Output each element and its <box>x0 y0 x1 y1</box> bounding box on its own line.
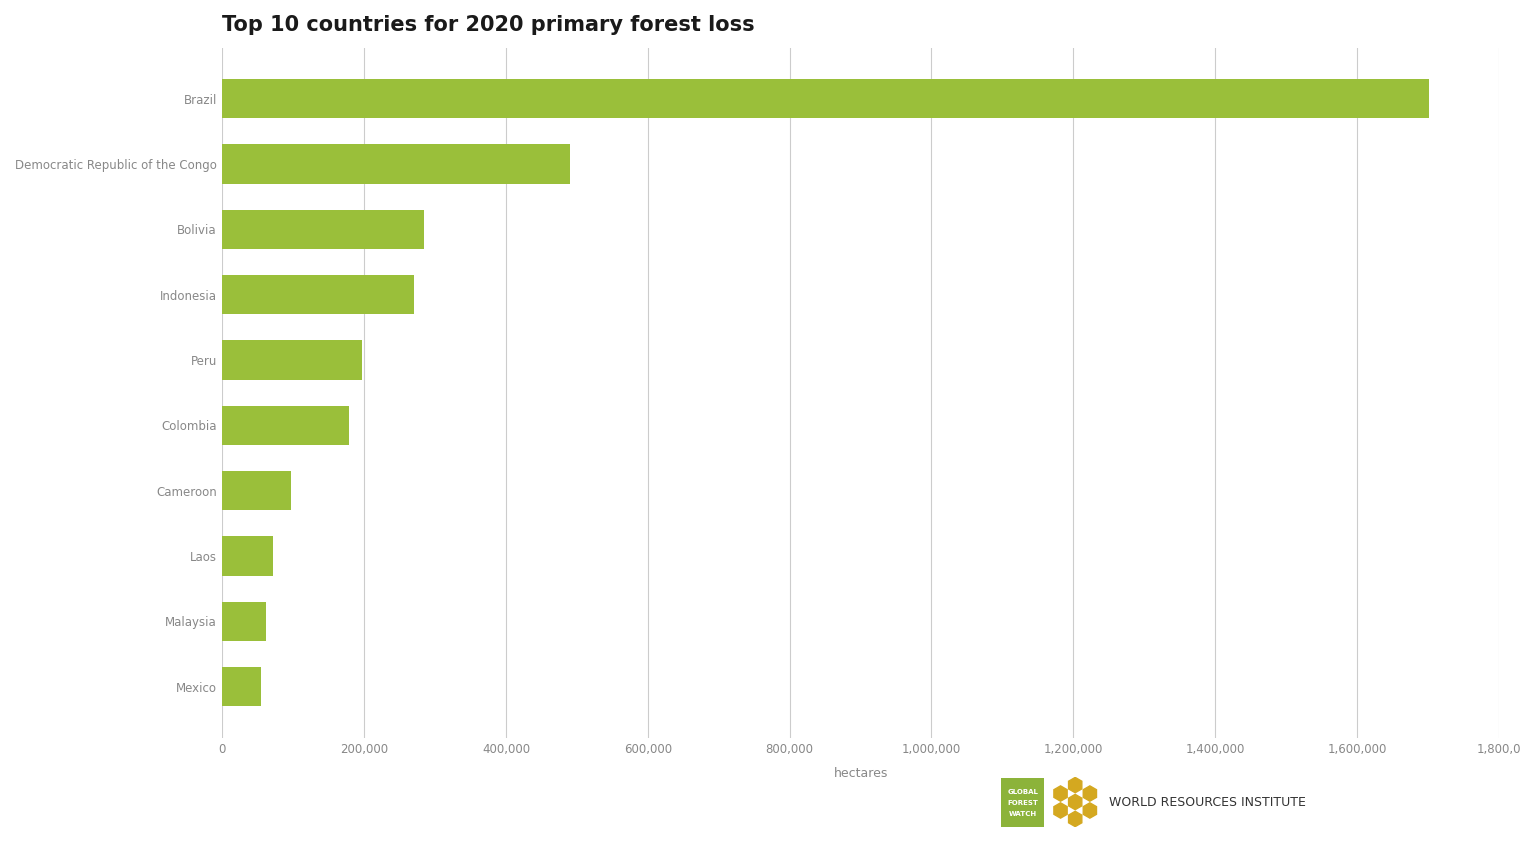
Polygon shape <box>1069 811 1081 827</box>
X-axis label: hectares: hectares <box>834 767 888 780</box>
Text: WORLD RESOURCES INSTITUTE: WORLD RESOURCES INSTITUTE <box>1109 796 1306 810</box>
Bar <box>223 275 413 314</box>
Bar <box>223 79 1430 118</box>
Polygon shape <box>1069 794 1081 810</box>
Bar <box>223 340 362 380</box>
Text: GLOBAL: GLOBAL <box>1008 789 1038 795</box>
Text: WATCH: WATCH <box>1009 810 1037 816</box>
Bar <box>223 667 261 706</box>
Polygon shape <box>1083 786 1097 801</box>
Bar <box>223 602 266 641</box>
Text: Top 10 countries for 2020 primary forest loss: Top 10 countries for 2020 primary forest… <box>223 15 756 35</box>
Bar <box>223 536 273 575</box>
Bar <box>223 406 349 445</box>
Bar <box>223 210 424 249</box>
Polygon shape <box>1069 777 1081 793</box>
Polygon shape <box>1054 786 1068 801</box>
Bar <box>223 471 292 510</box>
Bar <box>223 145 570 184</box>
Polygon shape <box>1083 803 1097 818</box>
Text: FOREST: FOREST <box>1008 799 1038 806</box>
Polygon shape <box>1054 803 1068 818</box>
